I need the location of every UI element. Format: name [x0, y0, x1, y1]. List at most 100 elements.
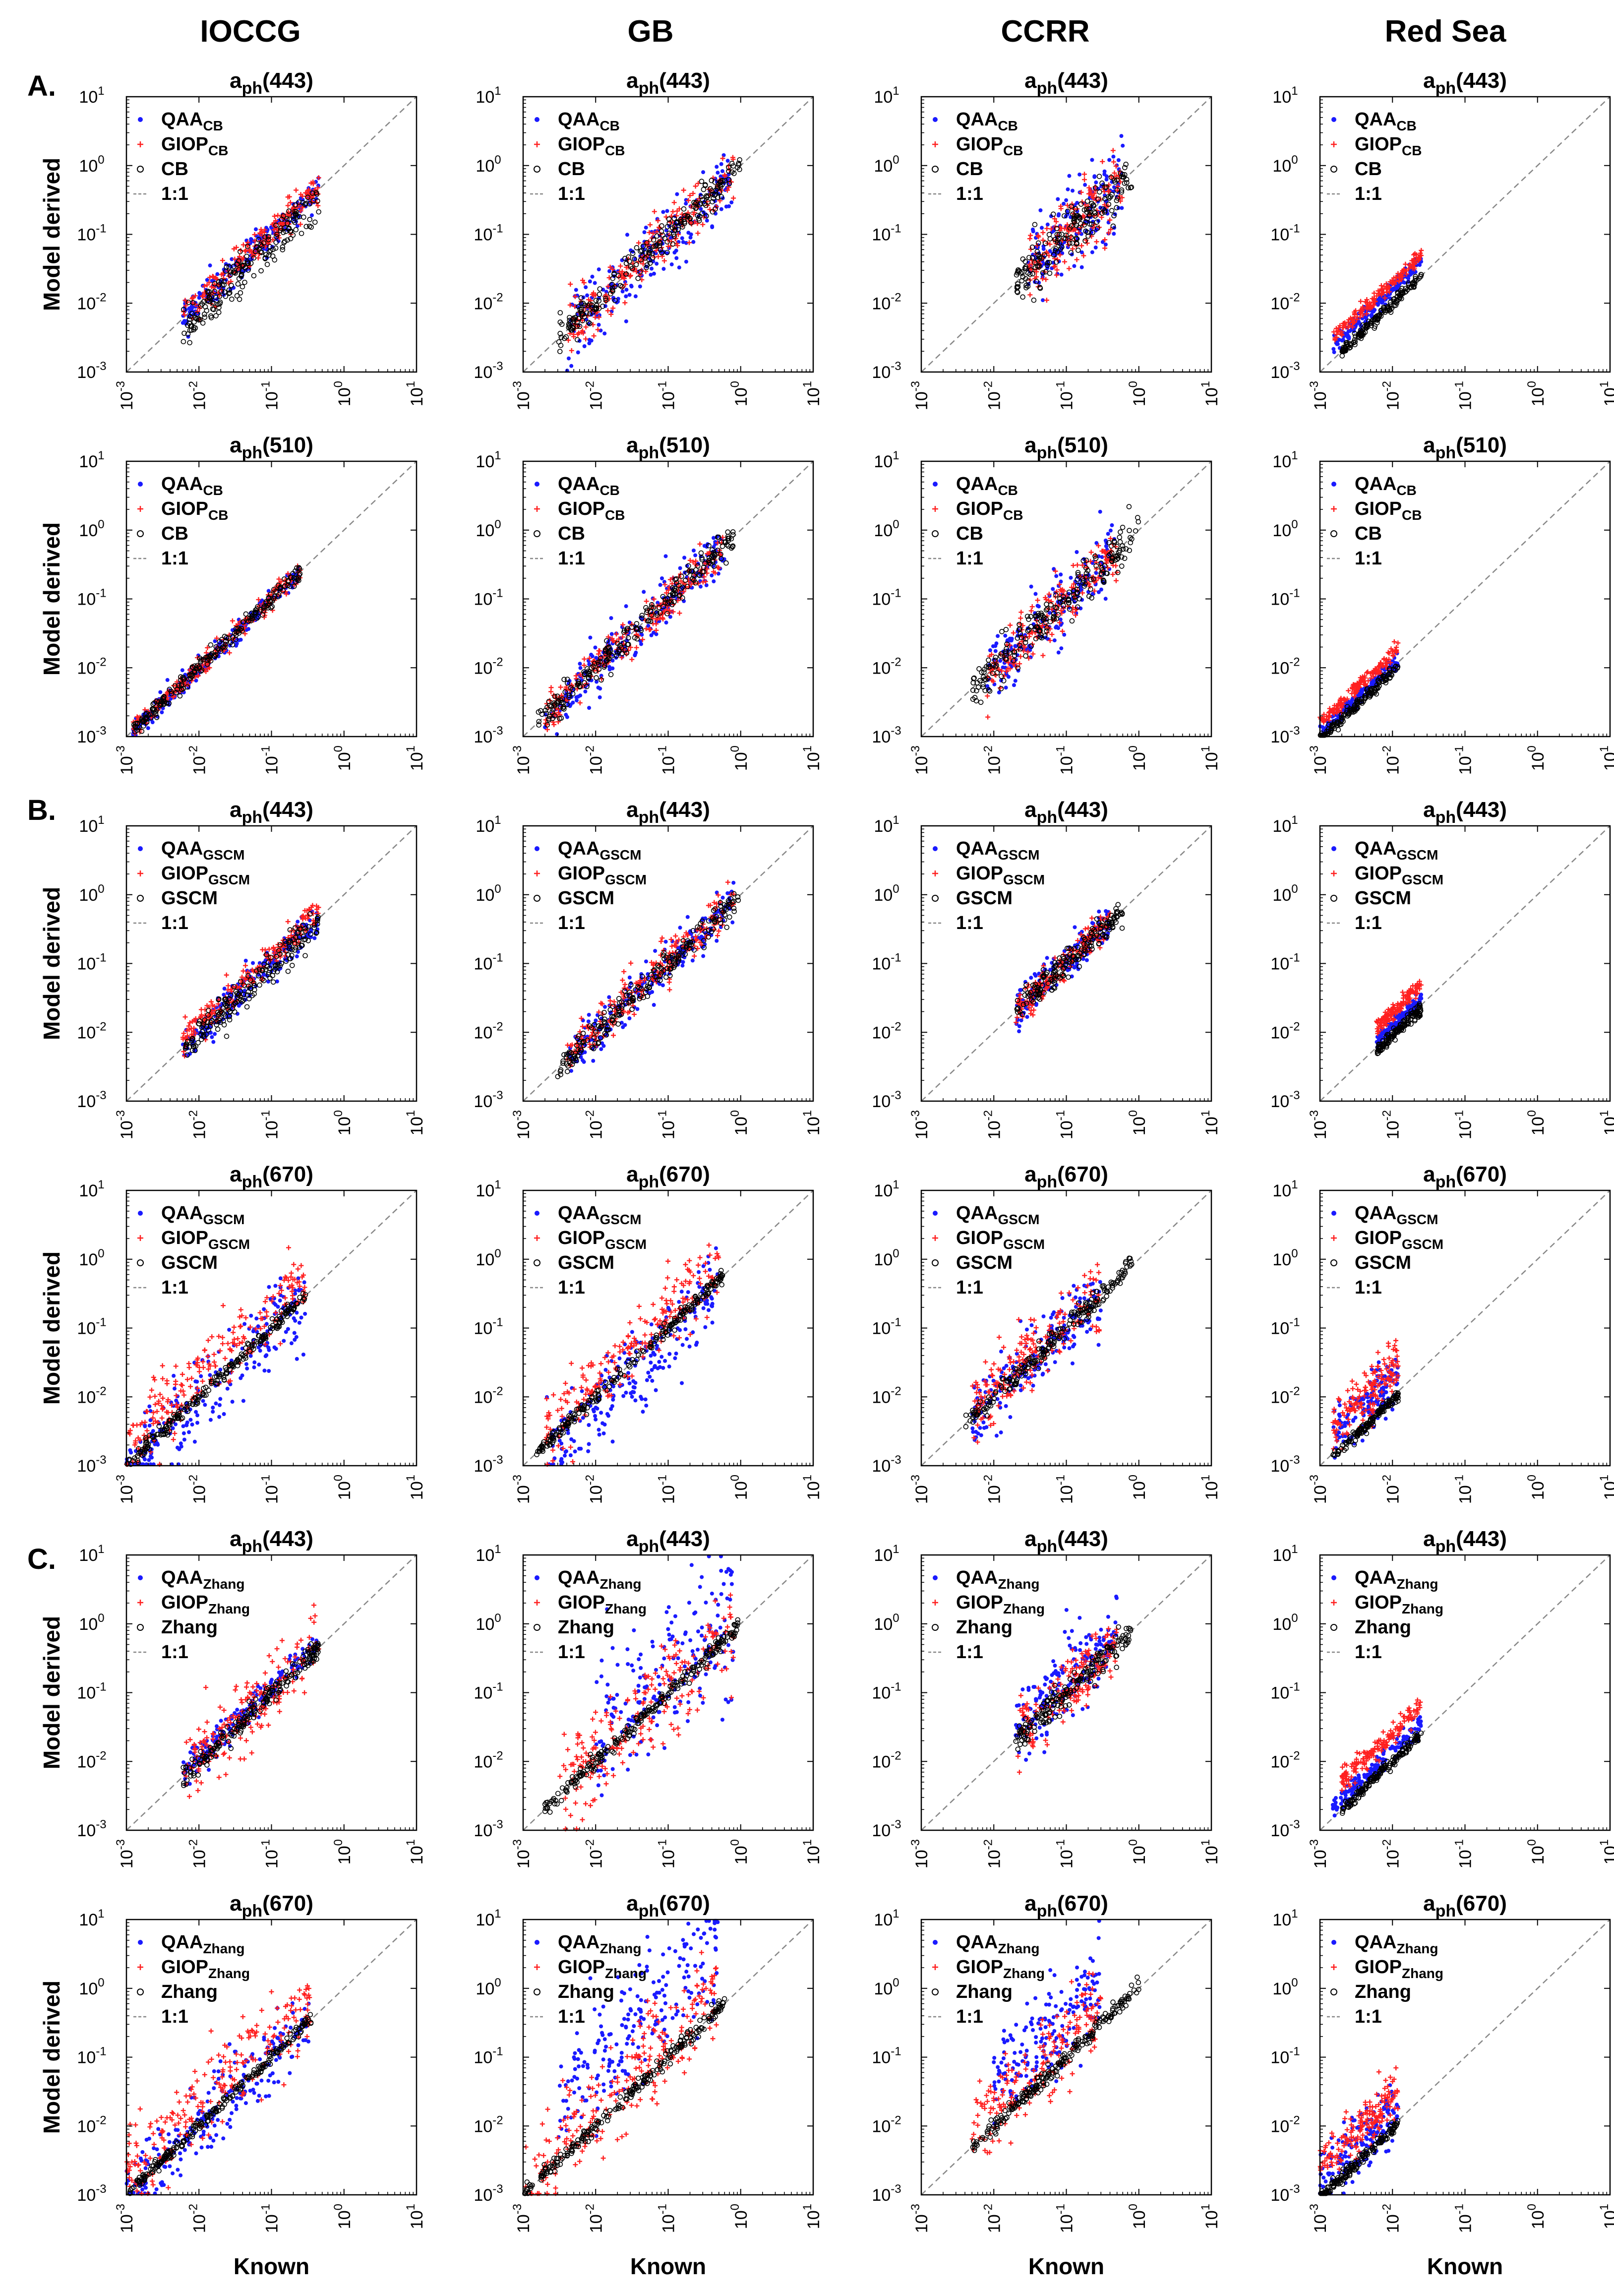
model-point	[303, 224, 309, 230]
x-tick-label: 10-1	[656, 381, 678, 410]
qaa-point	[576, 694, 581, 699]
y-tick-label: 10-3	[474, 360, 503, 382]
model-point	[681, 206, 687, 212]
giop-point	[637, 272, 643, 278]
qaa-point	[1012, 683, 1016, 687]
qaa-point	[720, 169, 724, 174]
model-point	[313, 190, 319, 195]
giop-point	[1040, 238, 1046, 243]
qaa-point	[1103, 597, 1108, 601]
legend-label: QAACB	[558, 474, 620, 498]
qaa-point	[574, 288, 578, 292]
giop-point	[1018, 610, 1024, 615]
legend-marker-model	[1330, 166, 1337, 173]
x-tick-label: 101	[801, 745, 823, 771]
qaa-point	[584, 285, 588, 290]
y-tick-label: 10-3	[77, 360, 106, 382]
y-tick-label: 100	[874, 153, 899, 176]
qaa-point	[701, 170, 706, 175]
qaa-point	[1057, 212, 1061, 216]
model-point	[557, 349, 563, 354]
qaa-point	[719, 207, 723, 211]
x-tick-label: 10-1	[259, 381, 282, 410]
x-tick-label: 10-2	[583, 381, 605, 410]
model-point	[293, 227, 299, 233]
qaa-point	[1030, 227, 1035, 232]
model-point	[1043, 607, 1049, 613]
legend-marker-giop	[932, 506, 938, 512]
y-axis-label: Model derived	[39, 158, 64, 311]
qaa-point	[674, 248, 678, 253]
x-tick-label: 101	[1199, 745, 1221, 771]
qaa-point	[1038, 208, 1043, 213]
qaa-point	[189, 305, 194, 309]
model-point	[280, 247, 286, 252]
model-point	[202, 314, 208, 320]
model-point	[273, 234, 279, 240]
legend-marker-qaa	[535, 482, 539, 487]
qaa-point	[1007, 675, 1011, 679]
qaa-point	[1107, 158, 1112, 162]
legend-marker-qaa	[1331, 117, 1336, 122]
model-point	[264, 261, 270, 267]
giop-point	[1035, 598, 1040, 603]
qaa-point	[1116, 158, 1121, 162]
y-tick-label: 101	[476, 84, 501, 107]
giop-point	[618, 263, 623, 269]
qaa-point	[146, 726, 150, 730]
qaa-point	[598, 686, 602, 691]
y-tick-label: 100	[1272, 153, 1298, 176]
giop-point	[644, 599, 649, 604]
model-point	[231, 263, 237, 269]
qaa-point	[1056, 650, 1061, 655]
y-tick-label: 10-2	[77, 291, 106, 313]
model-point	[239, 273, 244, 279]
model-point	[190, 300, 196, 306]
qaa-point	[565, 715, 569, 719]
giop-point	[272, 213, 277, 219]
giop-point	[1008, 622, 1013, 628]
model-point	[265, 234, 271, 240]
model-point	[205, 289, 211, 294]
giop-point	[1040, 653, 1046, 658]
x-tick-label: 10-2	[981, 381, 1004, 410]
giop-point	[1358, 299, 1364, 304]
giop-point	[232, 256, 238, 262]
model-point	[1119, 563, 1125, 569]
legend-label: 1:1	[161, 548, 188, 569]
legend-marker-giop	[932, 141, 938, 147]
qaa-point	[165, 678, 170, 682]
giop-point	[252, 232, 257, 238]
qaa-point	[1064, 198, 1069, 202]
y-tick-label: 10-1	[474, 587, 503, 609]
y-tick-label: 10-1	[474, 222, 503, 245]
qaa-point	[682, 556, 687, 560]
qaa-point	[1045, 222, 1050, 227]
model-point	[1032, 222, 1038, 228]
qaa-point	[1121, 143, 1125, 148]
model-point	[999, 629, 1005, 634]
model-point	[229, 283, 234, 288]
model-point	[200, 320, 206, 326]
qaa-point	[1106, 532, 1110, 536]
model-point	[236, 267, 241, 273]
panel-title: aph(510)	[1423, 433, 1507, 462]
giop-point	[1102, 246, 1108, 251]
model-point	[1118, 529, 1123, 535]
model-point	[556, 339, 562, 345]
model-point	[180, 339, 186, 345]
giop-point	[669, 213, 674, 219]
legend-label: CB	[161, 159, 188, 180]
giop-point	[287, 194, 292, 199]
qaa-point	[232, 286, 236, 290]
model-point	[262, 234, 268, 240]
giop-point	[696, 181, 701, 186]
qaa-point	[230, 257, 234, 261]
giop-point	[1044, 226, 1050, 231]
qaa-point	[724, 204, 728, 209]
model-point	[288, 228, 294, 234]
giop-point	[654, 229, 659, 235]
model-point	[278, 225, 284, 231]
qaa-point	[624, 288, 629, 292]
